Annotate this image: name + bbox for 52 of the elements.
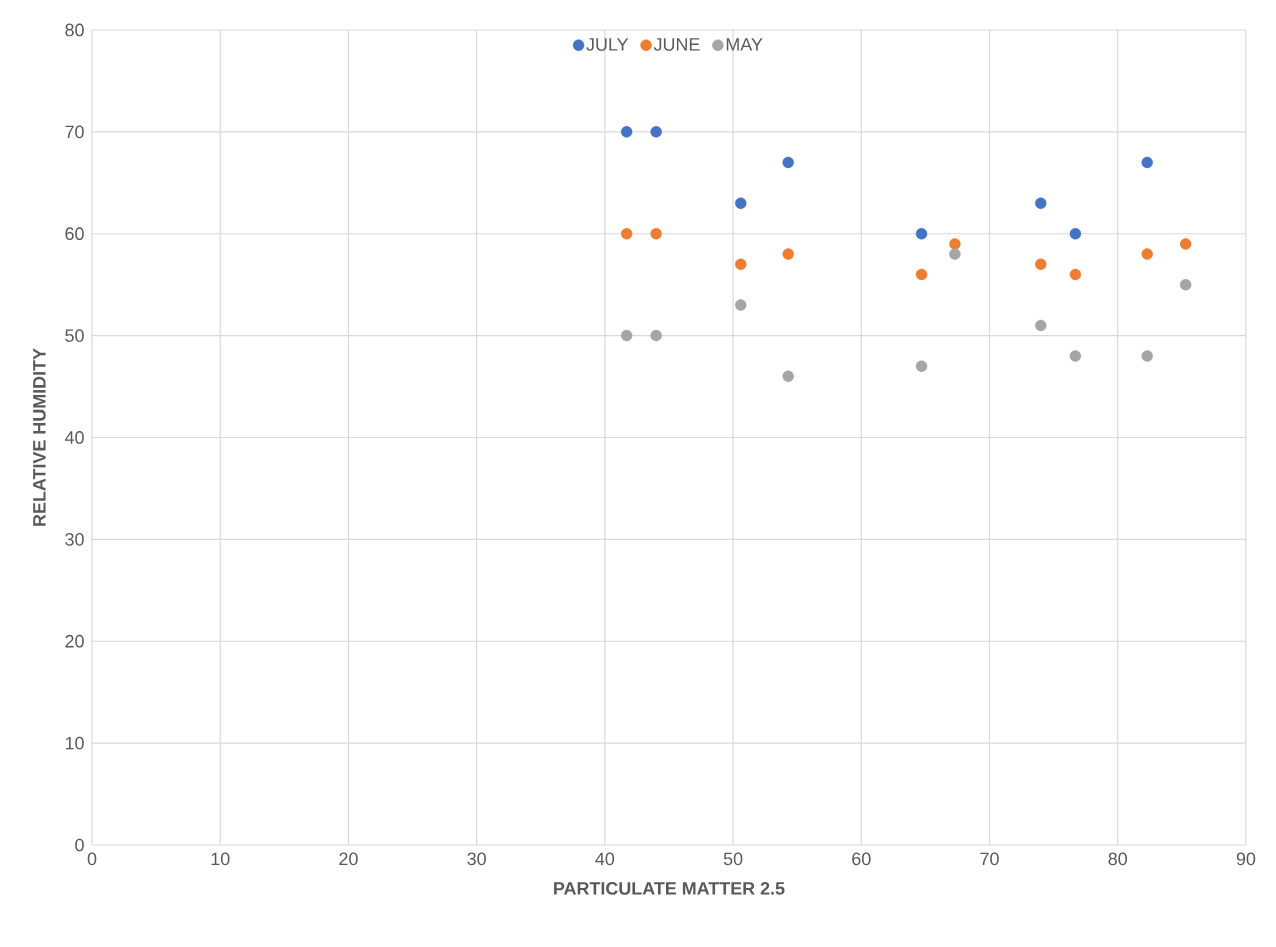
x-tick-label: 0 [87,852,97,866]
point [735,258,747,270]
point [1069,350,1082,362]
point [620,228,633,240]
x-tick-label: 10 [211,852,230,866]
x-axis-title: PARTICULATE MATTER 2.5 [554,882,785,895]
point [1035,197,1047,209]
point [782,156,794,169]
point [782,248,794,260]
point [1141,156,1153,169]
point [1141,248,1153,260]
x-tick-label: 70 [980,852,999,866]
point [650,126,662,138]
point [1069,228,1082,240]
point [1035,319,1047,332]
y-tick-label: 80 [65,23,84,37]
point [949,238,961,250]
y-tick-label: 70 [65,125,84,139]
point [735,197,747,209]
point [650,228,662,240]
x-tick-label: 50 [723,852,743,866]
point [650,329,662,342]
x-tick-label: 90 [1236,852,1256,866]
x-tick-label: 40 [595,852,615,866]
point [620,329,633,342]
x-tick-label: 30 [467,852,486,866]
x-tick-label: 20 [339,852,358,866]
point [1179,278,1192,291]
y-tick-label: 30 [65,533,84,546]
legend-label: MAY [726,38,763,51]
x-tick-label: 80 [1108,852,1127,866]
point [620,126,633,138]
point [949,248,961,260]
y-tick-label: 60 [65,227,84,241]
x-tick-label: 60 [852,852,871,866]
point [915,268,928,281]
y-tick-label: 10 [65,736,84,750]
y-axis-title: RELATIVE HUMIDITY [33,348,46,526]
point [1035,258,1047,270]
legend-label: JUNE [653,38,700,51]
y-tick-label: 50 [65,329,84,342]
point [1069,268,1082,281]
point [735,299,747,311]
point [915,228,928,240]
point [1179,238,1192,250]
y-tick-label: 40 [64,431,84,444]
y-tick-label: 0 [75,838,84,852]
point [915,360,928,372]
legend-label: JULY [586,38,629,51]
point [782,370,794,383]
y-tick-label: 20 [65,634,84,648]
point [1141,350,1153,362]
